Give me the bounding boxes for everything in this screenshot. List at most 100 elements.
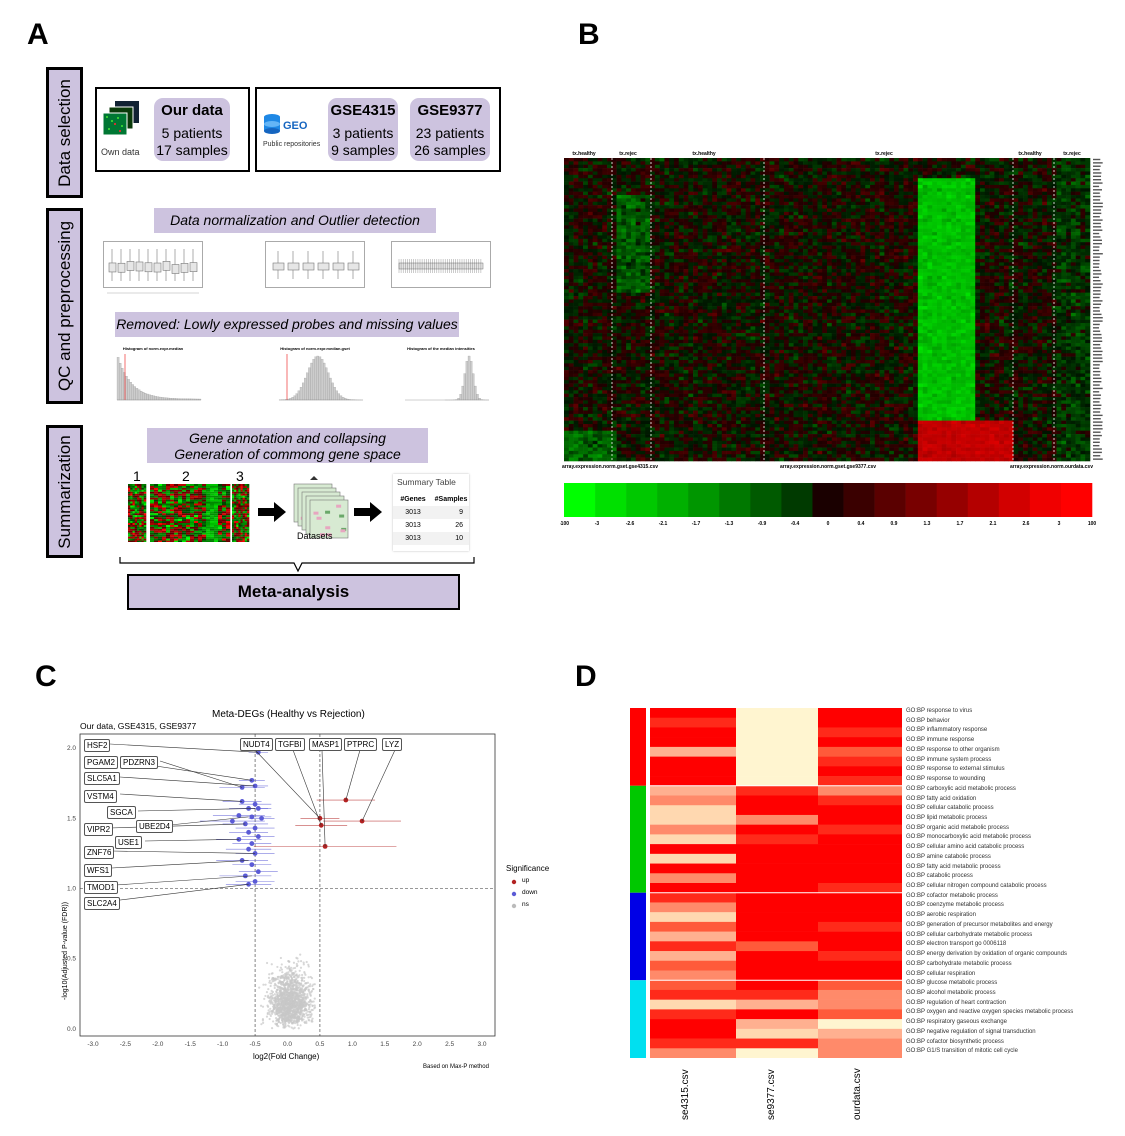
mini-heatmap-cell bbox=[141, 517, 145, 520]
mini-heatmap-cell bbox=[246, 493, 250, 496]
heatmap-cell bbox=[707, 184, 713, 189]
heatmap-cell bbox=[664, 259, 670, 263]
heatmap-cell bbox=[707, 447, 713, 452]
heatmap-cell bbox=[683, 423, 689, 428]
heatmap-cell bbox=[645, 400, 651, 405]
heatmap-cell bbox=[568, 242, 574, 246]
heatmap-cell bbox=[726, 346, 732, 351]
heatmap-cell bbox=[707, 312, 713, 317]
heatmap-cell bbox=[592, 215, 598, 219]
heatmap-cell bbox=[602, 178, 608, 182]
heatmap-cell bbox=[740, 211, 747, 216]
mini-heatmap-cell bbox=[134, 493, 138, 496]
heatmap-cell bbox=[659, 289, 665, 293]
mini-heatmap-cell bbox=[174, 507, 179, 510]
heatmap-cell bbox=[678, 188, 684, 192]
heatmap-cell bbox=[702, 168, 708, 172]
heatmap-cell bbox=[731, 420, 737, 425]
heatmap-cell bbox=[626, 252, 632, 256]
heatmap-cell bbox=[602, 164, 608, 169]
heatmap-cell bbox=[693, 184, 699, 189]
mini-heatmap-cell bbox=[210, 526, 215, 529]
heatmap-cell bbox=[721, 407, 727, 411]
heatmap-cell bbox=[717, 430, 723, 435]
our-data-title: Our data bbox=[161, 102, 223, 119]
heatmap-cell bbox=[630, 292, 637, 297]
heatmap-cell bbox=[702, 306, 708, 310]
heatmap-cell bbox=[659, 205, 665, 209]
mini-heatmap-cell bbox=[170, 534, 175, 537]
stage-summarization: Summarization bbox=[46, 425, 83, 558]
heatmap-cell bbox=[717, 184, 723, 189]
heatmap-cell bbox=[583, 262, 589, 267]
heatmap-cell bbox=[592, 292, 598, 297]
heatmap-cell bbox=[678, 380, 684, 384]
heatmap-cell bbox=[607, 336, 613, 341]
mini-heatmap-cell bbox=[242, 497, 246, 500]
heatmap-cell bbox=[717, 400, 723, 405]
mini-heatmap-cell bbox=[232, 536, 235, 539]
heatmap-cell bbox=[583, 235, 589, 240]
heatmap-cell bbox=[717, 282, 723, 287]
mini-heatmap-cell bbox=[154, 524, 159, 527]
heatmap-cell bbox=[592, 434, 598, 438]
heatmap-cell bbox=[568, 339, 574, 344]
mini-heatmap-cell bbox=[178, 511, 183, 514]
heatmap-cell bbox=[726, 171, 732, 176]
mini-heatmap-cell bbox=[143, 534, 147, 537]
mini-heatmap-cell bbox=[174, 519, 179, 522]
heatmap-cell bbox=[693, 302, 699, 307]
heatmap-cell bbox=[564, 158, 570, 162]
heatmap-cell bbox=[573, 161, 579, 166]
heatmap-cell bbox=[597, 349, 603, 354]
heatmap-cell bbox=[736, 430, 742, 435]
heatmap-cell bbox=[673, 262, 680, 267]
heatmap-cell bbox=[568, 322, 574, 327]
heatmap-cell bbox=[587, 360, 593, 364]
mini-heatmap-cell bbox=[202, 495, 207, 498]
heatmap-cell bbox=[587, 215, 593, 219]
heatmap-cell bbox=[707, 407, 713, 411]
heatmap-cell bbox=[607, 188, 613, 192]
mini-heatmap-cell bbox=[244, 519, 248, 522]
heatmap-cell bbox=[669, 360, 675, 364]
mini-heatmap-cell bbox=[178, 487, 183, 490]
heatmap-cell bbox=[564, 184, 570, 189]
heatmap-cell bbox=[621, 444, 627, 448]
removed-probes-banner: Removed: Lowly expressed probes and miss… bbox=[115, 312, 459, 337]
heatmap-cell bbox=[669, 282, 675, 287]
mini-heatmap-cell bbox=[128, 528, 131, 531]
heatmap-cell bbox=[602, 302, 608, 307]
mini-heatmap-cell bbox=[134, 507, 138, 510]
heatmap-cell bbox=[602, 346, 608, 351]
heatmap-cell bbox=[736, 184, 742, 189]
heatmap-cell bbox=[630, 238, 637, 243]
heatmap-cell bbox=[745, 292, 751, 297]
heatmap-cell bbox=[573, 336, 579, 341]
heatmap-cell bbox=[707, 333, 713, 337]
mini-heatmap-cell bbox=[236, 484, 239, 486]
heatmap-cell bbox=[640, 201, 646, 206]
heatmap-cell bbox=[664, 195, 670, 199]
heatmap-cell bbox=[635, 245, 641, 250]
heatmap-cell bbox=[640, 225, 646, 229]
heatmap-cell bbox=[726, 232, 732, 236]
heatmap-cell bbox=[717, 423, 723, 428]
mini-heatmap-cell bbox=[130, 487, 133, 490]
heatmap-cell bbox=[697, 343, 703, 347]
histogram-bar bbox=[339, 395, 343, 401]
heatmap-cell bbox=[602, 211, 608, 216]
heatmap-cell bbox=[626, 393, 632, 398]
heatmap-cell bbox=[693, 410, 699, 415]
heatmap-cell bbox=[726, 450, 732, 455]
mini-heatmap-cell bbox=[240, 497, 243, 500]
heatmap-cell bbox=[721, 444, 727, 448]
heatmap-cell bbox=[626, 373, 632, 378]
heatmap-cell bbox=[626, 356, 632, 361]
heatmap-cell bbox=[697, 390, 703, 394]
mini-heatmap-cell bbox=[232, 505, 235, 508]
heatmap-cell bbox=[717, 269, 723, 273]
heatmap-cell bbox=[707, 242, 713, 246]
mini-heatmap-cell bbox=[202, 497, 207, 500]
mini-heatmap-cell bbox=[246, 485, 250, 488]
